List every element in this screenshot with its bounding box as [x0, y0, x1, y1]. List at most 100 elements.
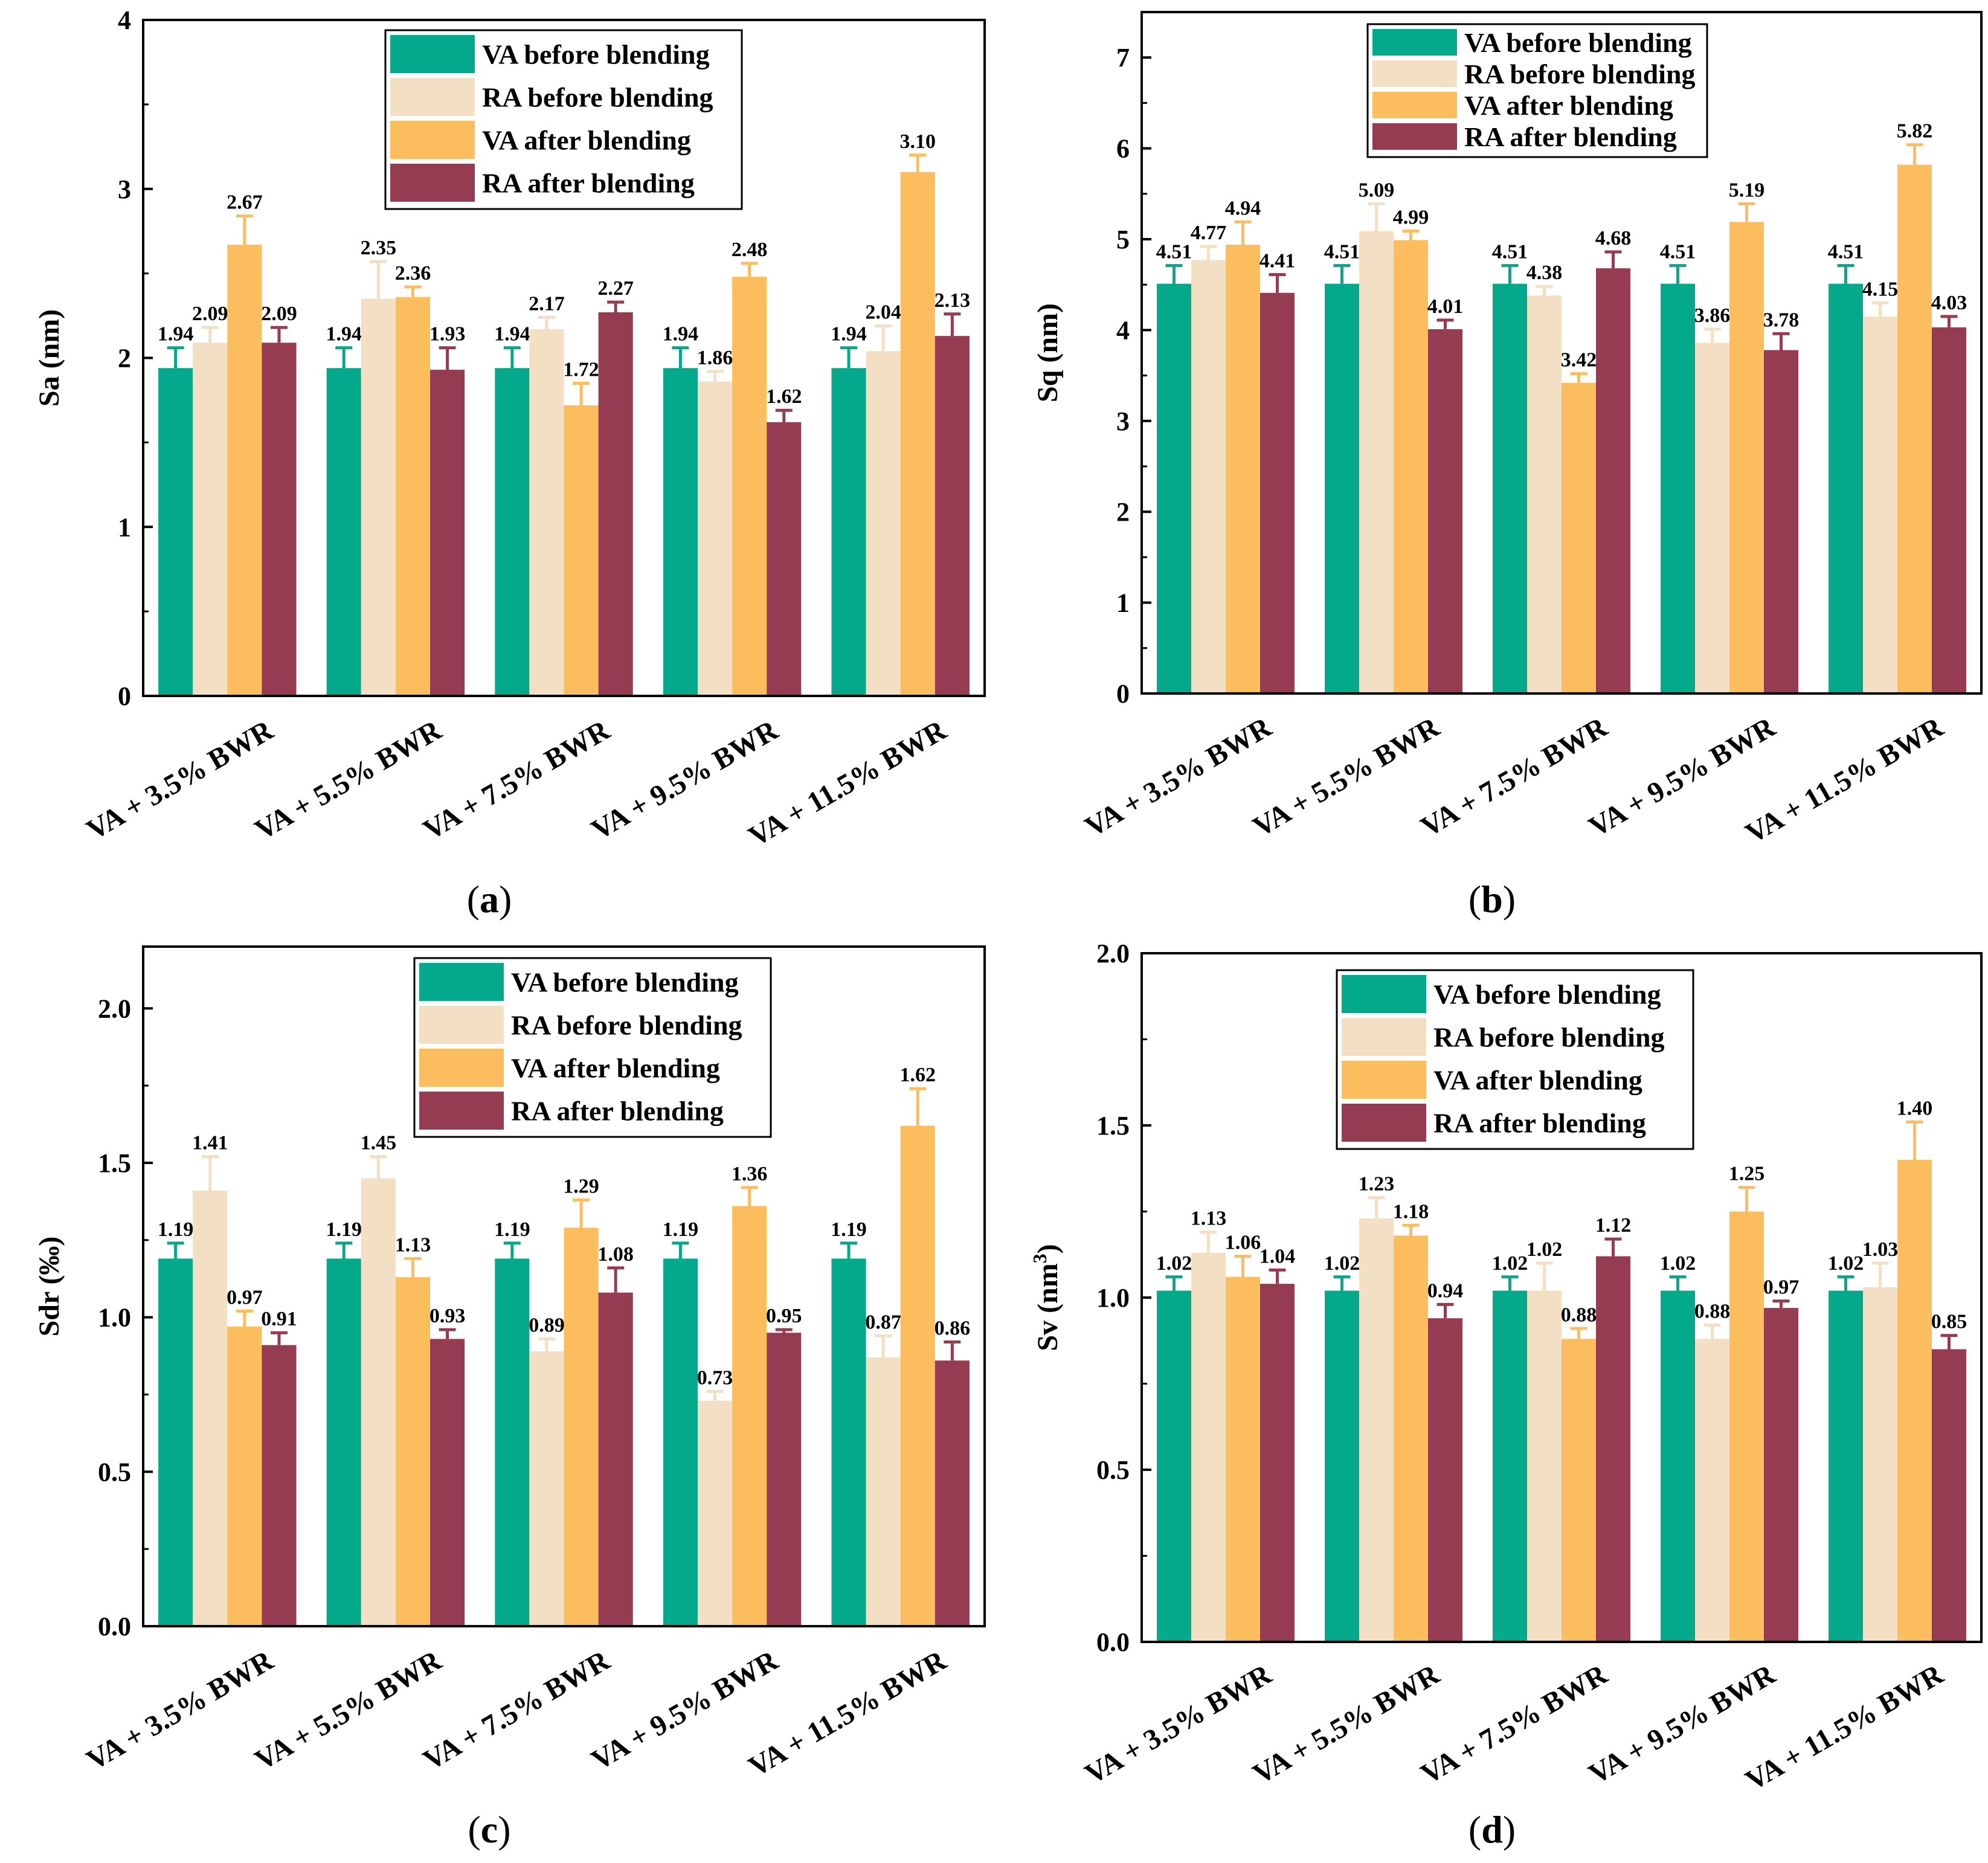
- category-label-2: VA + 5.5% BWR: [249, 713, 448, 846]
- data-label-2-2: 5.09: [1359, 179, 1395, 201]
- data-label-2-3: 0.89: [529, 1314, 565, 1336]
- bar-2-4: [697, 381, 733, 696]
- panel-label-close: ): [498, 1808, 510, 1851]
- data-label-1-1: 4.51: [1156, 241, 1192, 263]
- y-tick-label-4: 1.5: [98, 1148, 131, 1178]
- legend-swatch-2: [390, 78, 475, 116]
- bar-2-2: [1359, 231, 1394, 693]
- y-axis-label: Sv (nm3): [1029, 1244, 1064, 1351]
- bar-3-3: [1562, 382, 1596, 693]
- bar-1-1: [158, 368, 193, 696]
- legend-label-1: VA before blending: [511, 967, 739, 998]
- data-label-3-5: 1.40: [1897, 1097, 1933, 1119]
- y-tick-label-2: 0.5: [98, 1457, 131, 1487]
- bar-2-3: [1527, 1290, 1562, 1642]
- data-label-3-4: 1.25: [1729, 1163, 1765, 1185]
- legend-label-1: VA before blending: [482, 39, 710, 70]
- bar-2-3: [529, 1351, 564, 1626]
- bar-1-2: [1325, 1290, 1360, 1642]
- bar-3-1: [1226, 245, 1260, 693]
- y-tick-label-2: 1: [118, 512, 131, 542]
- legend-label-3: VA after blending: [511, 1053, 720, 1084]
- panel-d-chart: 1.02 1.131.061.04 VA + 3.5% BWR 1.02 1.23 1.1…: [1029, 939, 1983, 1851]
- data-label-4-4: 3.78: [1763, 309, 1800, 331]
- data-label-3-1: 2.67: [227, 191, 263, 214]
- data-label-1-2: 1.02: [1324, 1252, 1360, 1275]
- data-label-1-3: 1.02: [1492, 1252, 1528, 1275]
- bar-3-3: [564, 1228, 599, 1626]
- data-label-1-1: 1.94: [158, 323, 194, 346]
- legend-label-1: VA before blending: [1433, 979, 1661, 1010]
- legend-swatch-3: [390, 121, 475, 159]
- bar-1-3: [1493, 1290, 1528, 1642]
- legend-swatch-1: [1342, 975, 1426, 1013]
- panel-label: (b): [1468, 878, 1516, 921]
- y-tick-label-3: 1.0: [1096, 1283, 1130, 1313]
- bar-1-1: [1157, 1290, 1192, 1642]
- legend-label-4: RA after blending: [1464, 121, 1677, 152]
- bar-2-1: [193, 343, 228, 696]
- data-label-4-1: 0.91: [261, 1308, 297, 1330]
- category-label-3: VA + 7.5% BWR: [1415, 1658, 1613, 1791]
- data-label-1-2: 4.51: [1324, 241, 1360, 263]
- data-label-3-4: 2.48: [732, 239, 768, 261]
- legend-label-1: VA before blending: [1464, 27, 1692, 58]
- bar-3-2: [1394, 240, 1428, 693]
- legend-label-3: VA after blending: [482, 125, 691, 156]
- y-tick-label-6: 5: [1116, 225, 1130, 254]
- data-label-3-2: 1.18: [1393, 1200, 1429, 1223]
- data-label-3-4: 1.36: [732, 1163, 768, 1185]
- legend-label-3: VA after blending: [1433, 1065, 1642, 1096]
- data-label-1-3: 4.51: [1492, 241, 1528, 263]
- category-label-3: VA + 7.5% BWR: [418, 713, 616, 846]
- data-label-4-2: 1.93: [429, 323, 466, 346]
- data-label-2-5: 4.15: [1862, 278, 1899, 300]
- data-label-4-3: 1.08: [597, 1243, 634, 1266]
- bar-4-2: [430, 1339, 465, 1626]
- data-label-3-5: 1.62: [900, 1064, 936, 1086]
- data-label-4-3: 4.68: [1595, 227, 1632, 249]
- bar-3-5: [900, 172, 935, 696]
- legend-swatch-1: [419, 963, 504, 1001]
- panel-label: (a): [467, 878, 512, 921]
- y-tick-label-4: 1.5: [1096, 1111, 1130, 1141]
- data-label-2-1: 2.09: [192, 303, 228, 325]
- data-label-3-4: 5.19: [1729, 179, 1765, 201]
- y-tick-label-5: 2.0: [98, 994, 131, 1023]
- data-label-1-3: 1.94: [494, 323, 530, 346]
- panel-label-open: (: [1468, 1808, 1481, 1851]
- data-label-3-1: 1.06: [1225, 1232, 1261, 1254]
- data-label-1-1: 1.19: [158, 1218, 194, 1241]
- plot-frame: [142, 945, 986, 1627]
- bar-4-3: [598, 312, 633, 696]
- legend-swatch-2: [1342, 1018, 1426, 1056]
- data-label-4-3: 1.12: [1595, 1214, 1632, 1237]
- data-label-3-3: 3.42: [1561, 349, 1597, 372]
- data-label-4-2: 0.93: [429, 1305, 466, 1327]
- bar-2-4: [1695, 1339, 1729, 1642]
- bar-3-1: [227, 245, 262, 696]
- bar-4-5: [934, 1360, 970, 1626]
- bar-3-4: [1729, 1211, 1764, 1642]
- category-label-2: VA + 5.5% BWR: [1247, 1658, 1446, 1791]
- data-label-3-3: 1.29: [563, 1175, 599, 1197]
- y-tick-label-3: 2: [1116, 497, 1130, 527]
- data-label-4-3: 2.27: [597, 277, 634, 300]
- data-label-2-3: 4.38: [1526, 262, 1563, 284]
- data-label-2-5: 2.04: [865, 301, 901, 323]
- data-label-1-5: 4.51: [1828, 241, 1864, 263]
- bar-4-4: [767, 1333, 802, 1626]
- bar-1-5: [831, 368, 866, 696]
- legend-swatch-4: [1342, 1104, 1426, 1142]
- bar-2-1: [1191, 1252, 1226, 1642]
- legend-label-4: RA after blending: [482, 168, 695, 199]
- y-tick-label-4: 3: [1116, 407, 1130, 436]
- y-axis-label-main: Sv (nm: [1032, 1263, 1064, 1351]
- data-label-1-2: 1.19: [326, 1218, 362, 1241]
- data-label-1-5: 1.19: [831, 1218, 867, 1241]
- panel-label: (d): [1468, 1808, 1516, 1851]
- legend-label-2: RA before blending: [1464, 59, 1696, 89]
- data-label-4-4: 0.97: [1763, 1276, 1800, 1299]
- bar-2-3: [529, 329, 564, 696]
